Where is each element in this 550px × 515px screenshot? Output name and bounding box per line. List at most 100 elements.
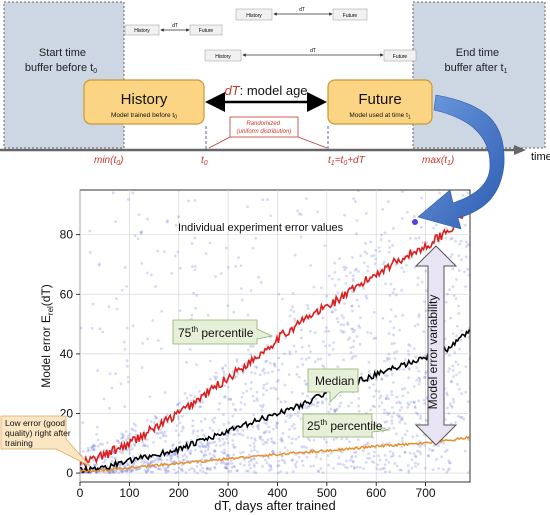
scatter-point — [354, 450, 358, 454]
scatter-point — [232, 310, 236, 314]
scatter-point — [408, 236, 412, 240]
scatter-point — [456, 168, 459, 171]
scatter-point — [213, 449, 216, 453]
scatter-point — [145, 469, 149, 473]
scatter-point — [314, 397, 318, 401]
scatter-point — [161, 433, 165, 436]
scatter-point — [145, 418, 149, 422]
scatter-point — [416, 283, 420, 287]
scatter-point — [448, 367, 451, 371]
scatter-point — [222, 452, 226, 455]
scatter-point — [392, 227, 395, 230]
scatter-point — [252, 456, 256, 460]
scatter-point — [388, 293, 392, 297]
scatter-point — [128, 448, 132, 452]
scatter-point — [255, 461, 259, 465]
scatter-point — [134, 433, 138, 437]
scatter-point — [282, 459, 286, 463]
scatter-point — [119, 382, 123, 386]
scatter-point — [387, 357, 391, 361]
scatter-point — [308, 404, 312, 407]
scatter-point — [154, 431, 158, 435]
scatter-point — [425, 370, 429, 374]
scatter-point — [387, 426, 391, 430]
scatter-point — [222, 413, 225, 417]
scatter-point — [121, 469, 125, 473]
mini-row-2: History dT Future — [124, 23, 223, 36]
scatter-point — [89, 445, 93, 449]
scatter-point — [121, 436, 125, 440]
scatter-point — [286, 449, 290, 453]
x-tick-label: 300 — [218, 486, 238, 500]
scatter-point — [98, 442, 102, 446]
scatter-point — [333, 408, 336, 412]
scatter-point — [290, 390, 294, 394]
scatter-point — [342, 358, 345, 362]
scatter-point — [253, 448, 256, 452]
scatter-point — [254, 439, 257, 443]
scatter-point — [133, 443, 136, 447]
scatter-point — [178, 309, 182, 313]
scatter-point — [391, 381, 395, 384]
scatter-point — [102, 449, 106, 452]
scatter-point — [378, 250, 381, 253]
scatter-point — [288, 350, 292, 353]
scatter-point — [204, 471, 208, 475]
scatter-point — [213, 449, 217, 453]
scatter-point — [95, 432, 99, 436]
scatter-point — [359, 316, 362, 320]
scatter-point — [398, 468, 402, 472]
scatter-point — [351, 355, 355, 359]
scatter-point — [128, 451, 132, 455]
scatter-point — [383, 463, 387, 467]
scatter-point — [208, 359, 212, 363]
scatter-point — [245, 389, 249, 393]
history-desc: Model trained before t0 — [111, 112, 177, 121]
y-tick-label: 60 — [60, 287, 74, 301]
scatter-point — [106, 470, 110, 474]
scatter-point — [198, 405, 202, 409]
scatter-point — [465, 245, 468, 248]
scatter-point — [215, 462, 218, 466]
scatter-point — [346, 323, 350, 326]
scatter-point — [449, 255, 452, 259]
scatter-point — [423, 375, 427, 379]
scatter-point — [101, 330, 105, 334]
p25-callout: 25th percentile — [302, 413, 389, 438]
scatter-point — [165, 454, 169, 458]
scatter-point — [438, 191, 442, 195]
scatter-point — [330, 277, 334, 281]
scatter-point — [171, 443, 175, 447]
scatter-point — [451, 267, 455, 271]
scatter-point — [424, 354, 427, 358]
scatter-point — [285, 414, 289, 418]
scatter-point — [158, 428, 162, 432]
scatter-point — [170, 444, 174, 448]
scatter-point — [459, 178, 462, 181]
scatter-point — [155, 416, 158, 420]
scatter-point — [163, 391, 167, 395]
scatter-point — [287, 435, 291, 439]
scatter-point — [448, 402, 452, 406]
scatter-point — [265, 422, 269, 426]
scatter-point — [249, 436, 253, 440]
scatter-point — [351, 460, 355, 464]
scatter-point — [324, 440, 328, 444]
scatter-point — [108, 471, 111, 475]
scatter-point — [420, 196, 424, 200]
scatter-point — [417, 376, 421, 380]
scatter-point — [117, 471, 121, 474]
scatter-point — [213, 449, 216, 453]
scatter-point — [412, 214, 416, 218]
scatter-point — [425, 289, 429, 293]
scatter-point — [451, 285, 455, 289]
scatter-point — [157, 467, 161, 471]
scatter-point — [130, 447, 134, 451]
scatter-point — [151, 470, 155, 474]
scatter-point — [333, 283, 337, 287]
scatter-point — [300, 357, 304, 361]
scatter-point — [467, 273, 470, 277]
scatter-point — [120, 437, 123, 440]
scatter-point — [382, 262, 385, 266]
scatter-point — [424, 309, 428, 313]
